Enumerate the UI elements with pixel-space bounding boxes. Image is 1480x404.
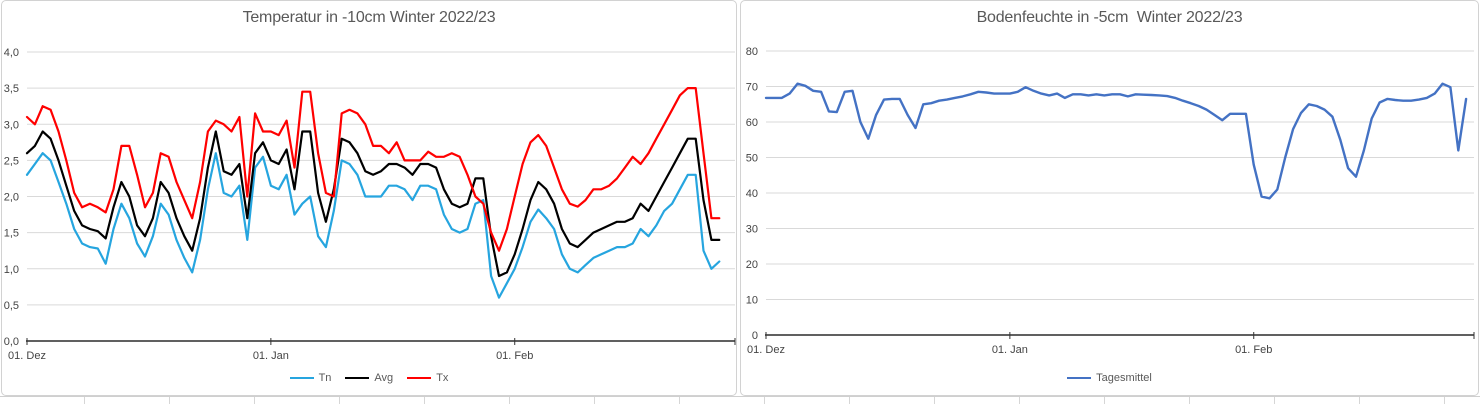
x-axis-tick-label: 01. Jan xyxy=(253,350,289,362)
legend-item-Tx[interactable]: Tx xyxy=(407,372,448,384)
legend-line-swatch xyxy=(1067,377,1092,379)
y-axis-tick-label: 0,5 xyxy=(4,300,19,312)
y-axis-tick-label: 0 xyxy=(752,330,758,342)
legend-line-swatch xyxy=(407,377,432,379)
legend-item-Avg[interactable]: Avg xyxy=(345,372,393,384)
y-axis-tick-label: 3,0 xyxy=(4,119,19,131)
x-axis-tick-label: 01. Jan xyxy=(992,344,1028,356)
temperature-chart-canvas: 0,0 0,5 1,0 1,5 2,0 2,5 3,0 3,5 4,0 01. Dez 01. Ja… xyxy=(4,47,736,362)
soil-moisture-chart-title: Bodenfeuchte in -5cm Winter 2022/23 xyxy=(976,9,1243,26)
y-axis-tick-label: 60 xyxy=(746,117,758,129)
legend-label: Tn xyxy=(318,372,332,384)
soil-moisture-chart-canvas: 0 10 20 30 40 50 60 70 80 01. Dez 01. Jan 01. Feb xyxy=(746,46,1475,356)
y-axis-tick-label: 2,0 xyxy=(4,192,19,204)
y-axis-tick-label: 1,5 xyxy=(4,228,19,240)
series-line-Tx xyxy=(25,86,721,252)
y-axis-tick-label: 20 xyxy=(746,259,758,271)
series-line-Tn xyxy=(25,152,721,299)
temperature-chart-title: Temperatur in -10cm Winter 2022/23 xyxy=(242,9,496,26)
y-axis-tick-label: 40 xyxy=(746,188,758,200)
temperature-chart-legend: Tn Avg Tx xyxy=(2,372,736,384)
y-axis-tick-label: 50 xyxy=(746,153,758,165)
y-axis-tick-label: 0,0 xyxy=(4,336,19,348)
spreadsheet-grid-row xyxy=(0,396,1480,404)
soil-moisture-chart-panel[interactable]: Bodenfeuchte in -5cm Winter 2022/23 0 10 2… xyxy=(740,0,1479,396)
x-axis-tick-label: 01. Feb xyxy=(496,350,533,362)
legend-label: Tagesmittel xyxy=(1096,372,1152,384)
legend-item-Tagesmittel[interactable]: Tagesmittel xyxy=(1067,372,1152,384)
soil-moisture-chart-legend: Tagesmittel xyxy=(741,372,1478,384)
series-line-Tagesmittel xyxy=(764,82,1468,200)
y-axis-tick-label: 3,5 xyxy=(4,83,19,95)
legend-label: Tx xyxy=(436,372,449,384)
y-axis-tick-label: 2,5 xyxy=(4,155,19,167)
y-axis-tick-label: 10 xyxy=(746,295,758,307)
legend-item-Tn[interactable]: Tn xyxy=(289,372,332,384)
x-axis-tick-label: 01. Dez xyxy=(8,350,46,362)
legend-line-swatch xyxy=(345,377,370,379)
y-axis-tick-label: 70 xyxy=(746,82,758,94)
series-line-Avg xyxy=(25,130,721,278)
y-axis-tick-label: 4,0 xyxy=(4,47,19,59)
legend-line-swatch xyxy=(289,377,314,379)
y-axis-tick-label: 80 xyxy=(746,46,758,58)
temperature-chart-panel[interactable]: Temperatur in -10cm Winter 2022/23 0,0 0,… xyxy=(1,0,737,396)
x-axis-tick-label: 01. Feb xyxy=(1235,344,1272,356)
x-axis-tick-label: 01. Dez xyxy=(747,344,785,356)
y-axis-tick-label: 30 xyxy=(746,224,758,236)
y-axis-tick-label: 1,0 xyxy=(4,264,19,276)
legend-label: Avg xyxy=(374,372,394,384)
